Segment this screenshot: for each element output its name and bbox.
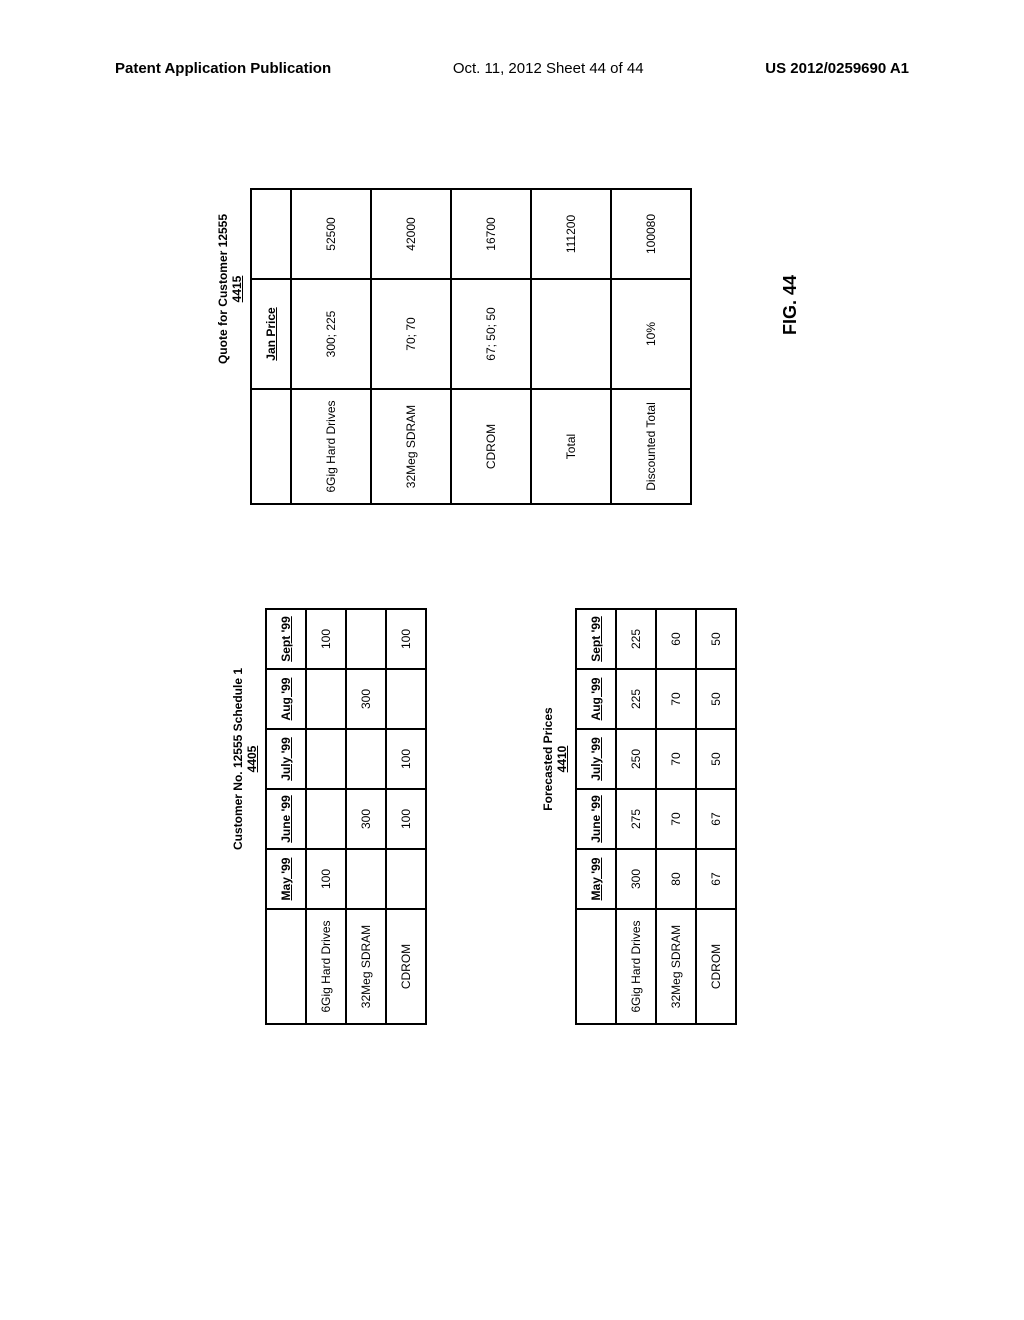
cell: 70 — [656, 789, 696, 849]
table-row: 32Meg SDRAM 80 70 70 70 60 — [656, 609, 696, 1024]
row-label: 32Meg SDRAM — [346, 909, 386, 1024]
cell: 67 — [696, 789, 736, 849]
quote-table: Quote for Customer 12555 4415 Jan Price … — [210, 188, 692, 505]
header-left: Patent Application Publication — [115, 60, 331, 77]
row-label: 32Meg SDRAM — [371, 389, 451, 504]
table-row: Discounted Total 10% 100080 — [611, 189, 691, 504]
cell — [531, 279, 611, 389]
cell: 70 — [656, 729, 696, 789]
table-header: July '99 — [266, 729, 306, 789]
cell: 275 — [616, 789, 656, 849]
quote-ref: 4415 — [230, 276, 244, 303]
schedule-table: Customer No. 12555 Schedule 1 4405 May '… — [225, 608, 427, 1025]
table-row: 6Gig Hard Drives 300 275 250 225 225 — [616, 609, 656, 1024]
cell: 111200 — [531, 189, 611, 279]
cell — [386, 849, 426, 909]
forecast-table: Forecasted Prices 4410 May '99 June '99 … — [495, 608, 737, 1025]
cell — [386, 669, 426, 729]
table-row: CDROM 67; 50; 50 16700 — [451, 189, 531, 504]
cell: 60 — [656, 609, 696, 669]
table-row: 32Meg SDRAM 70; 70 42000 — [371, 189, 451, 504]
row-label: 6Gig Hard Drives — [291, 389, 371, 504]
table-header — [576, 909, 616, 1024]
table-header: Jan Price — [251, 279, 291, 389]
table-header — [251, 189, 291, 279]
cell: 100 — [386, 609, 426, 669]
cell — [346, 609, 386, 669]
cell: 52500 — [291, 189, 371, 279]
table-header: July '99 — [576, 729, 616, 789]
cell: 100 — [386, 789, 426, 849]
row-label: CDROM — [451, 389, 531, 504]
cell: 70; 70 — [371, 279, 451, 389]
page-header: Patent Application Publication Oct. 11, … — [0, 60, 1024, 77]
quote-title: Quote for Customer 12555 — [216, 214, 230, 364]
schedule-title: Customer No. 12555 Schedule 1 — [231, 668, 245, 850]
cell: 50 — [696, 609, 736, 669]
table-header: Aug '99 — [266, 669, 306, 729]
cell — [306, 669, 346, 729]
table-row: 6Gig Hard Drives 300; 225 52500 — [291, 189, 371, 504]
table-row: Total 111200 — [531, 189, 611, 504]
table-row: CDROM 67 67 50 50 50 — [696, 609, 736, 1024]
cell: 42000 — [371, 189, 451, 279]
table-header: Sept '99 — [266, 609, 306, 669]
cell — [306, 789, 346, 849]
table-row: 32Meg SDRAM 300 300 — [346, 609, 386, 1024]
forecast-ref: 4410 — [555, 746, 569, 773]
cell: 16700 — [451, 189, 531, 279]
table-header: Sept '99 — [576, 609, 616, 669]
cell: 67 — [696, 849, 736, 909]
cell: 300 — [346, 669, 386, 729]
cell: 225 — [616, 669, 656, 729]
cell: 10% — [611, 279, 691, 389]
figure-content: Customer No. 12555 Schedule 1 4405 May '… — [225, 165, 905, 935]
row-label: CDROM — [696, 909, 736, 1024]
row-label: CDROM — [386, 909, 426, 1024]
table-header: June '99 — [266, 789, 306, 849]
table-header: May '99 — [266, 849, 306, 909]
cell: 50 — [696, 729, 736, 789]
row-label: Discounted Total — [611, 389, 691, 504]
cell: 300; 225 — [291, 279, 371, 389]
table-header: June '99 — [576, 789, 616, 849]
table-row: 6Gig Hard Drives 100 100 — [306, 609, 346, 1024]
cell: 225 — [616, 609, 656, 669]
table-header — [251, 389, 291, 504]
cell: 100 — [306, 609, 346, 669]
cell: 300 — [346, 789, 386, 849]
table-header: Aug '99 — [576, 669, 616, 729]
cell — [346, 849, 386, 909]
cell: 67; 50; 50 — [451, 279, 531, 389]
forecast-title: Forecasted Prices — [541, 707, 555, 810]
cell: 100 — [386, 729, 426, 789]
table-row: CDROM 100 100 100 — [386, 609, 426, 1024]
table-header: May '99 — [576, 849, 616, 909]
cell — [306, 729, 346, 789]
cell: 100080 — [611, 189, 691, 279]
cell: 100 — [306, 849, 346, 909]
row-label: 6Gig Hard Drives — [306, 909, 346, 1024]
cell — [346, 729, 386, 789]
header-right: US 2012/0259690 A1 — [765, 60, 909, 77]
header-center: Oct. 11, 2012 Sheet 44 of 44 — [453, 60, 644, 77]
cell: 50 — [696, 669, 736, 729]
cell: 250 — [616, 729, 656, 789]
row-label: Total — [531, 389, 611, 504]
figure-label: FIG. 44 — [780, 275, 801, 335]
schedule-ref: 4405 — [245, 746, 259, 773]
cell: 80 — [656, 849, 696, 909]
cell: 300 — [616, 849, 656, 909]
row-label: 32Meg SDRAM — [656, 909, 696, 1024]
table-header — [266, 909, 306, 1024]
row-label: 6Gig Hard Drives — [616, 909, 656, 1024]
cell: 70 — [656, 669, 696, 729]
